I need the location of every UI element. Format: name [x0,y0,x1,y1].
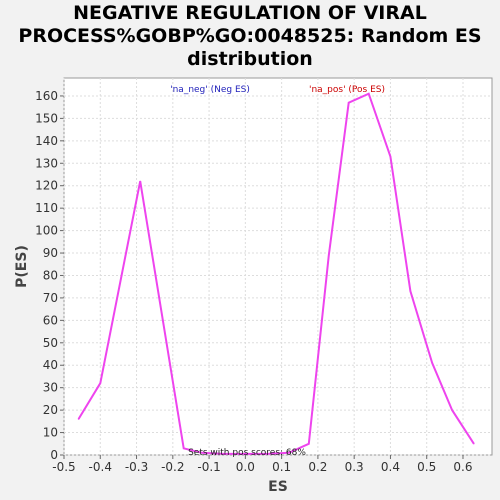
x-tick-label: 0.4 [381,460,400,474]
title-line-2: PROCESS%GOBP%GO:0048525: Random ES [18,25,482,47]
y-tick-label: 10 [43,426,58,440]
legend-pos-label: 'na_pos' (Pos ES) [309,85,385,95]
series-line [77,92,475,455]
title-line-1: NEGATIVE REGULATION OF VIRAL [73,2,427,24]
data-point [288,452,290,454]
data-point [368,93,370,95]
y-tick-label: 110 [35,201,58,215]
y-tick-label: 50 [43,336,58,350]
y-tick-label: 20 [43,403,58,417]
y-tick-label: 160 [35,89,58,103]
y-tick-label: 40 [43,358,58,372]
x-tick-label: 0.5 [417,460,436,474]
x-tick-label: 0.0 [236,460,255,474]
data-point [99,382,101,384]
data-point [201,452,203,454]
data-point [139,180,141,182]
x-tick-label: 0.6 [453,460,472,474]
y-tick-label: 150 [35,111,58,125]
data-point [308,443,310,445]
x-tick-label: 0.1 [272,460,291,474]
y-tick-label: 80 [43,268,58,282]
data-point [244,453,246,455]
y-tick-label: 60 [43,313,58,327]
data-point [222,453,225,455]
y-tick-label: 100 [35,224,58,238]
y-tick-label: 130 [35,156,58,170]
title-line-3: distribution [187,48,313,70]
x-tick-label: -0.4 [89,460,112,474]
plot-area [63,77,493,456]
data-point [431,362,433,364]
y-tick-label: 140 [35,134,58,148]
data-point [348,102,350,104]
x-tick-label: -0.5 [52,460,75,474]
pos-scores-annotation: Sets with pos scores: 68% [188,448,306,458]
y-axis-label: P(ES) [14,245,30,288]
data-point [266,453,268,455]
data-point [328,254,330,256]
x-tick-label: 0.2 [308,460,327,474]
x-tick-label: -0.3 [125,460,148,474]
data-point [409,290,411,292]
x-axis-label: ES [268,479,288,495]
data-point [77,418,80,420]
x-tick-label: -0.1 [197,460,220,474]
y-tick-label: 0 [50,448,58,462]
data-point [451,409,453,411]
y-tick-label: 70 [43,291,58,305]
data-point [183,447,185,449]
y-tick-label: 120 [35,179,58,193]
x-tick-label: 0.3 [345,460,364,474]
chart-title: NEGATIVE REGULATION OF VIRAL PROCESS%GOB… [0,2,500,71]
y-tick-label: 30 [43,381,58,395]
x-tick-label: -0.2 [161,460,184,474]
data-point [389,155,392,158]
data-point [473,443,475,445]
y-tick-label: 90 [43,246,58,260]
legend-neg-label: 'na_neg' (Neg ES) [170,85,250,95]
